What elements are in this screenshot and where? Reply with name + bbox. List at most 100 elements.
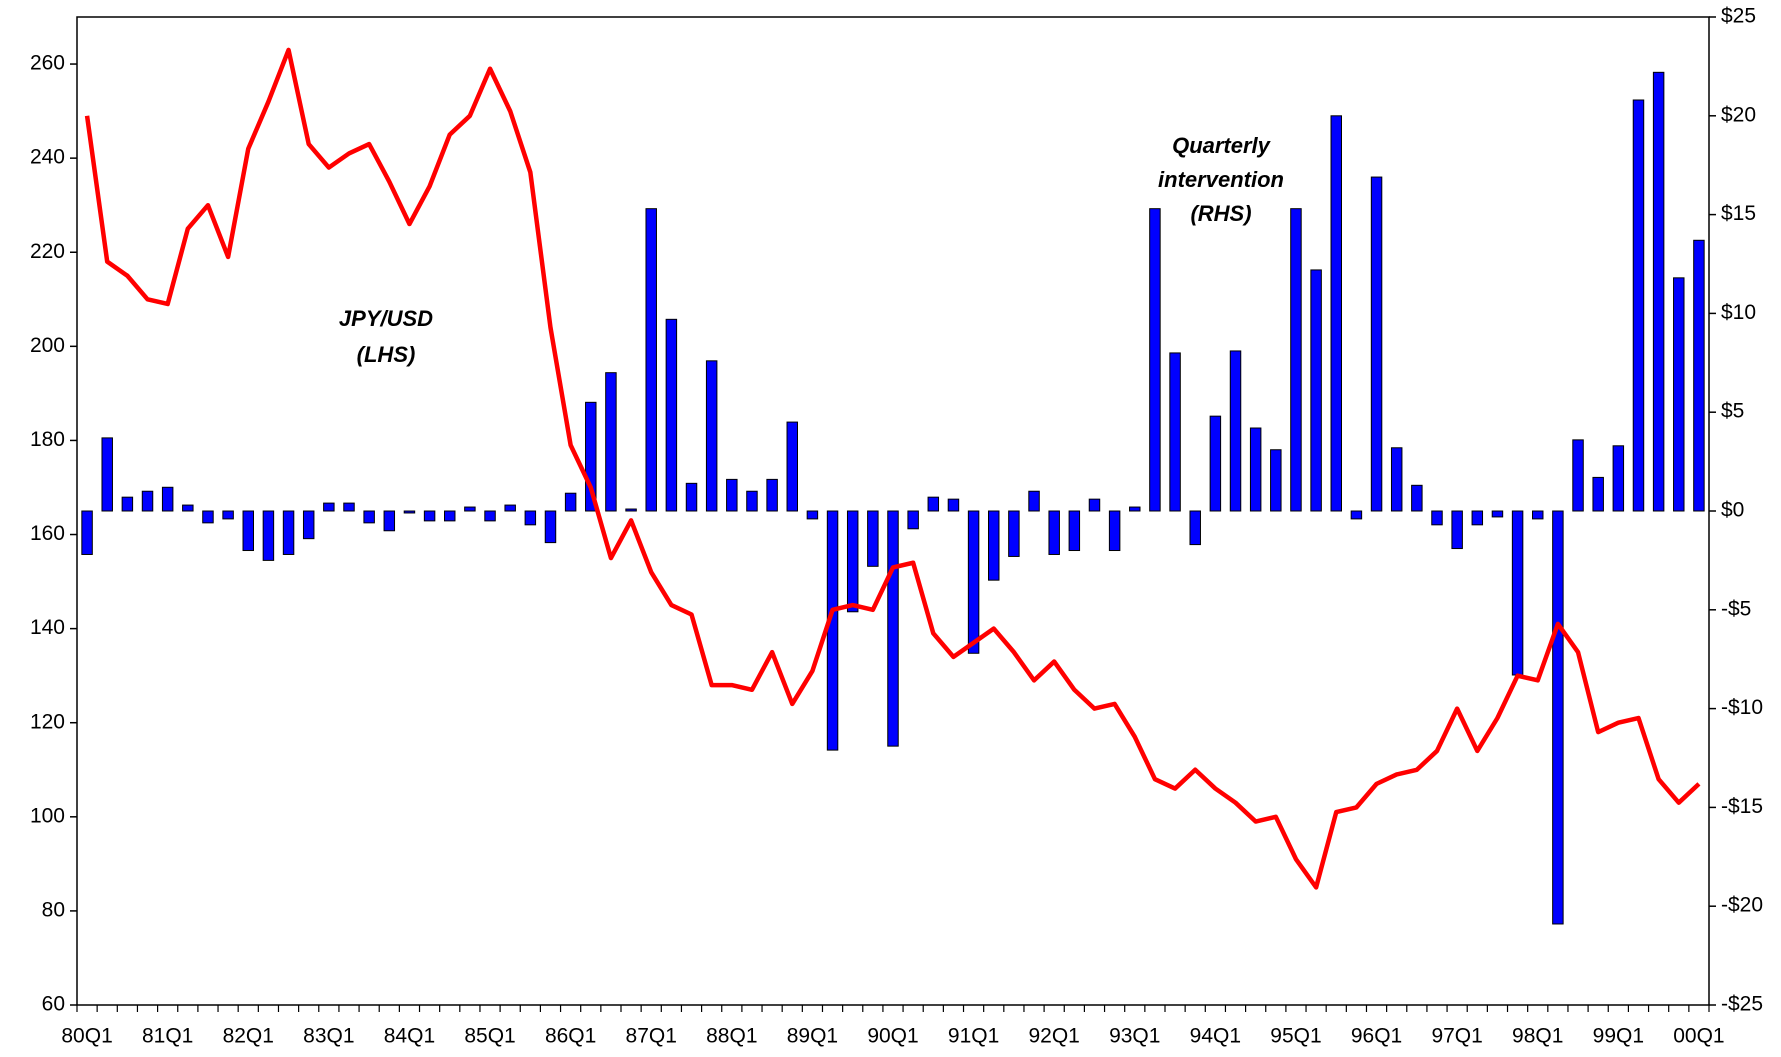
bar [1270, 449, 1282, 512]
x-tick-label: 83Q1 [303, 1025, 354, 1048]
y2-tick-label: -$5 [1721, 597, 1751, 620]
bar [947, 498, 960, 512]
y-tick-label: 80 [42, 898, 65, 921]
bar [1632, 99, 1645, 512]
bar [846, 510, 859, 613]
bar [1572, 439, 1584, 512]
x-tick-label: 90Q1 [867, 1025, 918, 1048]
bar [1370, 176, 1383, 512]
y-tick-label: 220 [30, 240, 65, 263]
bar [1411, 484, 1423, 512]
bar [786, 421, 798, 512]
y2-tick-label: -$20 [1721, 894, 1763, 917]
bar [1612, 445, 1625, 512]
bar [343, 502, 355, 512]
line [84, 47, 1701, 890]
x-tick-label: 94Q1 [1190, 1025, 1241, 1048]
bar [363, 510, 375, 524]
bar [564, 492, 577, 512]
bar [1491, 510, 1504, 518]
bar [1471, 510, 1484, 526]
annotation: JPY/USD [339, 306, 433, 331]
bar [1511, 510, 1524, 676]
y2-tick-label: $20 [1721, 103, 1756, 126]
bar [101, 437, 113, 512]
bar [262, 510, 275, 561]
bar [1592, 476, 1604, 512]
y-tick-label: 160 [30, 522, 65, 545]
bar [182, 504, 194, 512]
bar [1330, 115, 1342, 512]
y-tick-label: 100 [30, 804, 65, 827]
y-tick-label: 60 [42, 993, 65, 1016]
x-tick-label: 80Q1 [61, 1025, 112, 1048]
bar [1028, 490, 1040, 512]
x-tick-label: 00Q1 [1673, 1025, 1724, 1048]
y2-tick-label: -$25 [1721, 993, 1763, 1016]
bar [1108, 510, 1121, 552]
bar [867, 510, 879, 567]
y2-tick-label: -$15 [1721, 795, 1763, 818]
x-tick-label: 99Q1 [1593, 1025, 1644, 1048]
x-tick-label: 91Q1 [948, 1025, 999, 1048]
bar [1552, 510, 1564, 925]
bar [927, 496, 940, 512]
bar [1048, 510, 1060, 555]
y2-tick-label: $0 [1721, 499, 1744, 522]
bar [1693, 239, 1705, 512]
bar [1451, 510, 1463, 550]
bar [907, 510, 919, 530]
bar [423, 510, 436, 522]
bar [1310, 269, 1322, 512]
bar [1249, 427, 1262, 512]
x-tick-label: 81Q1 [142, 1025, 193, 1048]
bar [444, 510, 456, 522]
bar [1390, 447, 1403, 512]
x-tick-label: 98Q1 [1512, 1025, 1563, 1048]
x-tick-label: 97Q1 [1431, 1025, 1482, 1048]
y-tick-label: 120 [30, 710, 65, 733]
bar [323, 502, 335, 512]
y2-tick-label: $25 [1721, 5, 1756, 28]
bar [222, 510, 234, 520]
bar [665, 318, 678, 512]
bar [967, 510, 980, 654]
bar [1290, 208, 1302, 512]
y-tick-label: 240 [30, 146, 65, 169]
bar [766, 478, 778, 512]
bar [464, 506, 476, 512]
bar [121, 496, 134, 512]
bar [705, 360, 718, 512]
x-tick-label: 87Q1 [626, 1025, 677, 1048]
y2-tick-label: $5 [1721, 400, 1744, 423]
x-tick-label: 84Q1 [384, 1025, 435, 1048]
x-tick-label: 96Q1 [1351, 1025, 1402, 1048]
annotation: (LHS) [357, 342, 416, 367]
bar [1129, 506, 1141, 512]
bar [1209, 415, 1222, 512]
bar [1088, 498, 1101, 512]
bar [161, 486, 174, 512]
annotation: (RHS) [1190, 201, 1251, 226]
y-tick-label: 140 [30, 616, 65, 639]
y-tick-label: 180 [30, 428, 65, 451]
bar [544, 510, 557, 544]
x-tick-label: 86Q1 [545, 1025, 596, 1048]
bar [1652, 71, 1665, 512]
bar [826, 510, 839, 751]
bar [81, 510, 93, 555]
bar [282, 510, 295, 555]
bar [484, 510, 496, 522]
bar [202, 510, 214, 524]
bar [1532, 510, 1544, 520]
bar [1431, 510, 1443, 526]
bar [242, 510, 254, 552]
bar [1350, 510, 1363, 520]
y2-tick-label: $10 [1721, 301, 1756, 324]
bar [988, 510, 1000, 581]
bar [585, 401, 597, 512]
x-tick-label: 93Q1 [1109, 1025, 1160, 1048]
bar [726, 478, 738, 512]
x-tick-label: 88Q1 [706, 1025, 757, 1048]
